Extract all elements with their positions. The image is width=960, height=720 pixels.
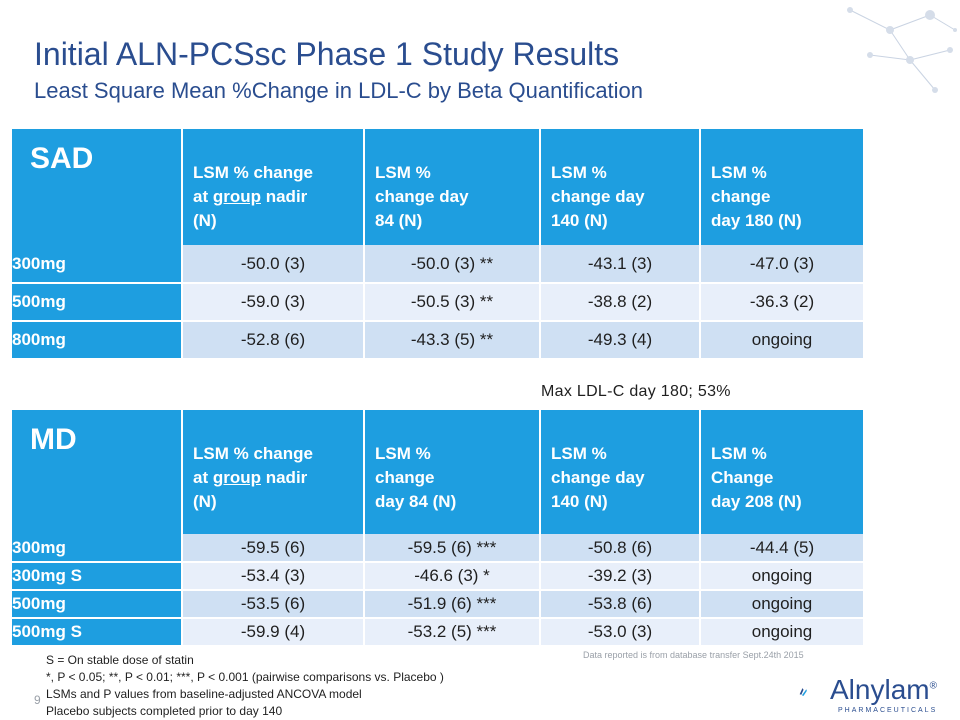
md-section-label: MD (12, 410, 183, 534)
table-cell: -53.8 (6) (540, 590, 701, 619)
table-cell: -59.0 (3) (182, 283, 365, 322)
table-cell: -50.8 (6) (540, 534, 701, 563)
table-cell: -49.3 (4) (540, 321, 701, 360)
company-logo: Alnylam® (830, 674, 937, 705)
sad-header-day140: LSM % change day 140 (N) (540, 129, 701, 245)
molecule-network-decoration (847, 7, 957, 93)
table-cell: -44.4 (5) (700, 534, 865, 563)
footnote-statin: S = On stable dose of statin (46, 653, 194, 667)
sad-header-day180: LSM % change day 180 (N) (700, 129, 865, 245)
sad-header-nadir: LSM % change at group nadir (N) (182, 129, 365, 245)
slide-subtitle: Least Square Mean %Change in LDL-C by Be… (34, 78, 644, 103)
sad-header-day84: LSM % change day 84 (N) (364, 129, 541, 245)
table-cell: -50.0 (3) (182, 245, 365, 284)
md-header-nadir: LSM % change at group nadir (N) (182, 410, 365, 534)
footnotes: S = On stable dose of statin *, P < 0.05… (46, 652, 444, 720)
table-cell: -50.5 (3) ** (364, 283, 541, 322)
table-cell: -39.2 (3) (540, 562, 701, 591)
table-cell: -52.8 (6) (182, 321, 365, 360)
table-cell: -53.5 (6) (182, 590, 365, 619)
table-cell: -59.5 (6) (182, 534, 365, 563)
table-cell: -51.9 (6) *** (364, 590, 541, 619)
table-row: 800mg -52.8 (6) -43.3 (5) ** -49.3 (4) o… (12, 321, 865, 360)
sad-section-label: SAD (12, 129, 183, 245)
slide-title: Initial ALN-PCSsc Phase 1 Study Results (34, 36, 620, 72)
row-label: 500mg S (12, 618, 183, 647)
md-header-day140: LSM % change day 140 (N) (540, 410, 701, 534)
table-cell: -53.2 (5) *** (364, 618, 541, 647)
table-cell: -38.8 (2) (540, 283, 701, 322)
sad-results-table: SAD LSM % change at group nadir (N) LSM … (12, 129, 865, 360)
data-transfer-note: Data reported is from database transfer … (583, 650, 804, 660)
md-header-day208: LSM % Change day 208 (N) (700, 410, 865, 534)
alnylam-logo-icon (799, 688, 807, 696)
table-row: 500mg S -59.9 (4) -53.2 (5) *** -53.0 (3… (12, 618, 865, 647)
row-label: 300mg S (12, 562, 183, 591)
row-label: 800mg (12, 321, 183, 360)
table-cell: -43.3 (5) ** (364, 321, 541, 360)
table-row: 500mg -59.0 (3) -50.5 (3) ** -38.8 (2) -… (12, 283, 865, 322)
table-cell: -53.0 (3) (540, 618, 701, 647)
md-header-day84: LSM % change day 84 (N) (364, 410, 541, 534)
table-cell: ongoing (700, 562, 865, 591)
row-label: 300mg (12, 534, 183, 563)
page-number: 9 (34, 693, 41, 707)
table-row: 500mg -53.5 (6) -51.9 (6) *** -53.8 (6) … (12, 590, 865, 619)
table-cell: ongoing (700, 618, 865, 647)
table-cell: -53.4 (3) (182, 562, 365, 591)
table-cell: ongoing (700, 321, 865, 360)
max-ldl-note: Max LDL-C day 180; 53% (541, 383, 731, 400)
table-cell: -46.6 (3) * (364, 562, 541, 591)
table-cell: -36.3 (2) (700, 283, 865, 322)
table-cell: -50.0 (3) ** (364, 245, 541, 284)
table-row: 300mg -50.0 (3) -50.0 (3) ** -43.1 (3) -… (12, 245, 865, 284)
row-label: 500mg (12, 283, 183, 322)
company-logo-tagline: PHARMACEUTICALS (838, 707, 938, 714)
table-row: 300mg -59.5 (6) -59.5 (6) *** -50.8 (6) … (12, 534, 865, 563)
md-results-table: MD LSM % change at group nadir (N) LSM %… (12, 410, 865, 647)
footnote-pvalues: *, P < 0.05; **, P < 0.01; ***, P < 0.00… (46, 670, 444, 684)
footnote-ancova: LSMs and P values from baseline-adjusted… (46, 687, 362, 701)
row-label: 300mg (12, 245, 183, 284)
table-cell: -59.9 (4) (182, 618, 365, 647)
table-row: 300mg S -53.4 (3) -46.6 (3) * -39.2 (3) … (12, 562, 865, 591)
row-label: 500mg (12, 590, 183, 619)
table-cell: ongoing (700, 590, 865, 619)
table-cell: -47.0 (3) (700, 245, 865, 284)
table-cell: -43.1 (3) (540, 245, 701, 284)
table-cell: -59.5 (6) *** (364, 534, 541, 563)
footnote-placebo: Placebo subjects completed prior to day … (46, 704, 283, 718)
